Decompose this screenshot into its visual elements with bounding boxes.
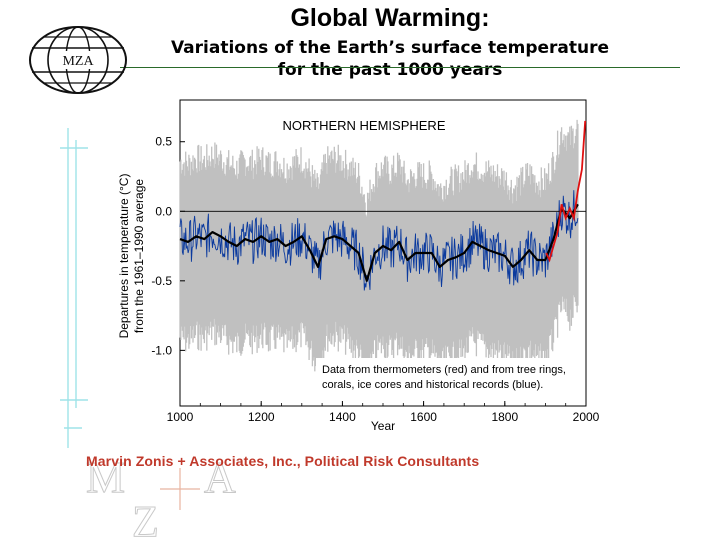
slide-title: Global Warming: [290,4,490,32]
y-tick-label: -0.5 [151,274,172,288]
y-axis-label-line-1: Departures in temperature (°C) [117,174,131,339]
y-tick-label: -1.0 [151,343,172,357]
y-axis-label-line-2: from the 1961–1990 average [132,179,146,333]
proxy-series-layer [179,190,579,291]
legend-line-2: corals, ice cores and historical records… [322,379,543,391]
x-tick-label: 1800 [491,410,518,424]
mza-globe-logo: MZA [29,26,127,94]
watermark-plus-icon [160,468,200,510]
thermometer-series-layer [545,120,587,263]
proxy-annual-line [179,190,579,291]
subtitle-line-1: Variations of the Earth’s surface temper… [170,38,610,58]
x-tick-label: 1200 [248,410,275,424]
logo-text: MZA [62,54,94,69]
slide-subtitle: Variations of the Earth’s surface temper… [130,37,650,81]
watermark-letter-m: M [86,453,125,502]
x-tick-label: 1000 [167,410,194,424]
x-tick-label: 1400 [329,410,356,424]
smoothed-series-line [179,203,579,282]
x-tick-label: 1600 [410,410,437,424]
chart-title: NORTHERN HEMISPHERE [282,118,445,133]
watermark-letter-a: A [204,453,236,502]
thermometer-series-line [545,120,587,263]
smoothed-series-layer [179,203,579,282]
y-tick-label: 0.5 [155,135,172,149]
legend-box [316,358,576,396]
decorative-line-art [60,128,88,448]
footer-company: Marvin Zonis + Associates, Inc., Politic… [86,453,480,469]
axis-ticks-layer: 1000 1200 1400 1600 1800 2000 0.5 0.0 -0.5 -1.0 [151,135,599,424]
x-tick-label: 2000 [573,410,600,424]
watermark-letter-z: Z [132,497,159,540]
y-tick-label: 0.0 [155,204,172,218]
mza-watermark: M Z A [86,453,237,540]
subtitle-line-2: for the past 1000 years [277,60,503,80]
x-axis-label: Year [371,419,395,433]
temperature-chart: 1000 1200 1400 1600 1800 2000 0.5 0.0 -0.5 -1.0 N… [117,99,600,433]
title-divider [120,67,680,68]
legend-line-1: Data from thermometers (red) and from tr… [322,364,566,376]
